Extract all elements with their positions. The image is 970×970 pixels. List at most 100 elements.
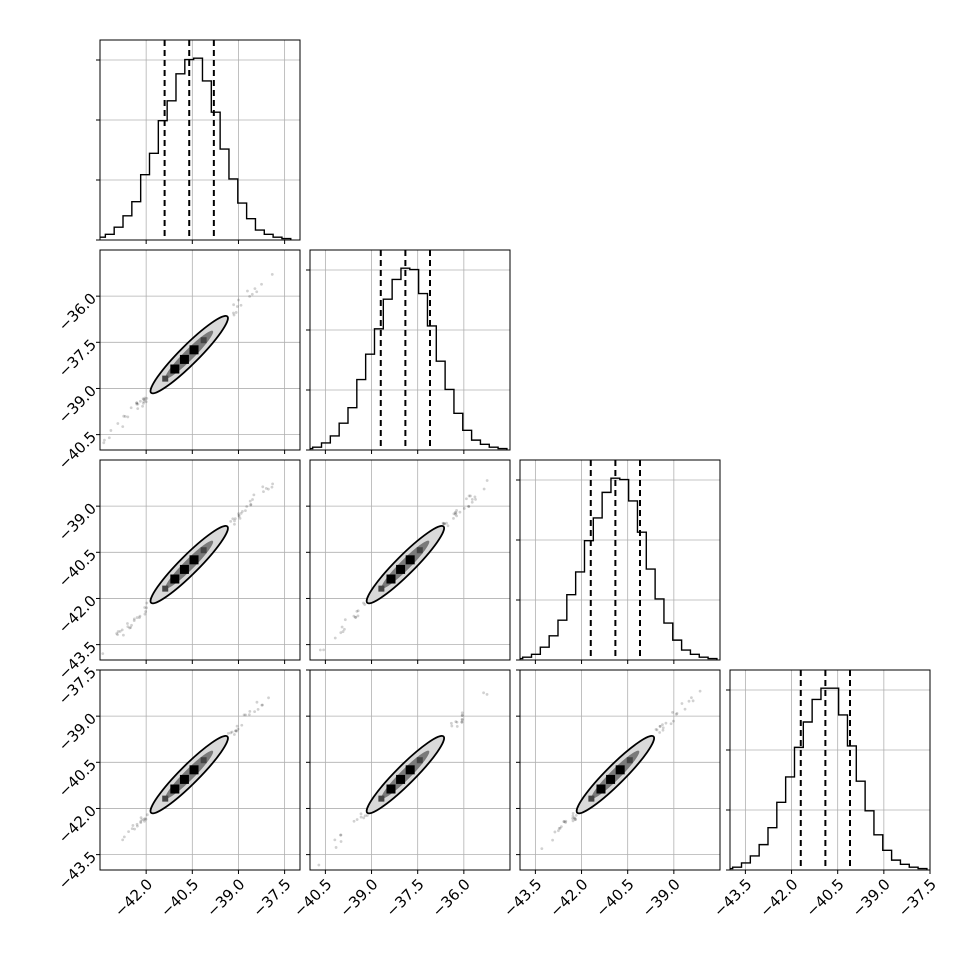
- scatter-point: [460, 713, 464, 717]
- x-tick-label-group: −39.0: [203, 875, 248, 920]
- y-tick-label: −42.0: [55, 592, 100, 637]
- x-tick-label-group: −37.5: [895, 875, 940, 920]
- scatter-point: [672, 719, 675, 723]
- histogram-1: [310, 267, 508, 450]
- scatter-point: [116, 422, 120, 425]
- x-tick-label-group: −40.5: [592, 875, 637, 920]
- scatter-point: [354, 615, 358, 619]
- scatter-point: [442, 522, 445, 526]
- scatter-point: [135, 822, 139, 826]
- scatter-point: [144, 817, 148, 821]
- scatter-point: [562, 820, 566, 823]
- scatter-point: [445, 521, 448, 525]
- scatter-point: [135, 824, 139, 828]
- scatter-point: [235, 729, 239, 733]
- y-tick-label-group: −39.0: [55, 709, 100, 754]
- scatter-point: [121, 425, 125, 429]
- scatter-point: [270, 485, 274, 489]
- x-tick-label-group: −42.0: [756, 875, 801, 920]
- scatter-point: [470, 497, 474, 501]
- scatter-point: [234, 311, 238, 314]
- density-cell: [378, 795, 385, 802]
- scatter-point: [460, 711, 464, 715]
- scatter-point: [453, 510, 457, 514]
- y-tick-label: −42.0: [55, 802, 100, 847]
- scatter-point: [671, 710, 674, 714]
- scatter-point: [245, 505, 249, 508]
- scatter-point: [562, 820, 566, 824]
- scatter-point: [229, 519, 233, 523]
- scatter-point: [442, 522, 446, 525]
- scatter-point: [356, 614, 360, 618]
- scatter-point: [234, 729, 238, 733]
- density-cell: [378, 585, 385, 592]
- scatter-point: [264, 486, 268, 490]
- scatter-point: [132, 617, 136, 621]
- y-tick-label: −40.5: [55, 756, 100, 801]
- scatter-point: [571, 814, 575, 818]
- scatter-point: [453, 512, 457, 516]
- scatter-point: [450, 724, 454, 728]
- scatter-point: [574, 813, 578, 817]
- density-cell: [162, 795, 169, 802]
- scatter-point: [658, 724, 662, 728]
- scatter-point: [261, 485, 265, 489]
- x-tick-label: −37.5: [249, 875, 294, 920]
- density-cell: [396, 774, 406, 784]
- scatter-point: [340, 625, 344, 629]
- scatter-point: [691, 699, 695, 703]
- density-cell: [179, 774, 189, 784]
- contour-mid: [381, 540, 430, 589]
- x-tick-label: −42.0: [756, 875, 801, 920]
- scatter-point: [244, 713, 247, 717]
- scatter-point: [363, 603, 367, 606]
- x-tick-label: −39.0: [849, 875, 894, 920]
- scatter-point: [242, 713, 246, 717]
- x-tick-label-group: −39.0: [639, 875, 684, 920]
- scatter-point: [270, 272, 274, 276]
- scatter-point: [322, 648, 326, 652]
- scatter-point: [564, 821, 567, 824]
- scatter-point: [145, 396, 149, 400]
- scatter-point: [241, 509, 244, 513]
- scatter-point: [126, 625, 130, 629]
- x-tick-label-group: −37.5: [249, 875, 294, 920]
- scatter-point: [128, 626, 132, 630]
- scatter-point: [143, 612, 147, 616]
- histogram-2: [520, 477, 718, 660]
- density-cell: [179, 354, 189, 364]
- scatter-point: [116, 630, 120, 633]
- scatter-point: [115, 632, 119, 635]
- scatter-point: [237, 514, 241, 517]
- x-tick-label: −37.5: [382, 875, 427, 920]
- panel-frame: [309, 249, 511, 451]
- density-cell: [200, 757, 207, 764]
- y-tick-label-group: −40.5: [55, 546, 100, 591]
- scatter-point: [145, 601, 149, 605]
- contour-mid: [381, 750, 430, 799]
- scatter-point: [551, 838, 555, 842]
- scatter-point: [469, 494, 472, 498]
- scatter-point: [352, 819, 356, 823]
- density-cell: [170, 784, 180, 794]
- scatter-point: [698, 689, 702, 693]
- y-tick-label: −43.5: [55, 848, 100, 893]
- scatter-point: [573, 816, 577, 820]
- scatter-point: [229, 731, 233, 735]
- scatter-point: [139, 816, 143, 820]
- scatter-point: [122, 414, 126, 418]
- y-tick-label: −40.5: [55, 546, 100, 591]
- scatter-point: [237, 512, 240, 516]
- scatter-point: [571, 819, 575, 823]
- scatter-point: [446, 524, 450, 528]
- scatter-point: [138, 616, 141, 619]
- scatter-panel-3-2: [516, 669, 721, 874]
- scatter-point: [669, 722, 673, 726]
- scatter-point: [341, 630, 345, 633]
- scatter-point: [452, 516, 455, 520]
- density-cell: [189, 555, 199, 565]
- y-tick-label-group: −40.5: [55, 756, 100, 801]
- scatter-point: [135, 402, 139, 406]
- scatter-point: [339, 833, 343, 837]
- scatter-point: [455, 720, 459, 724]
